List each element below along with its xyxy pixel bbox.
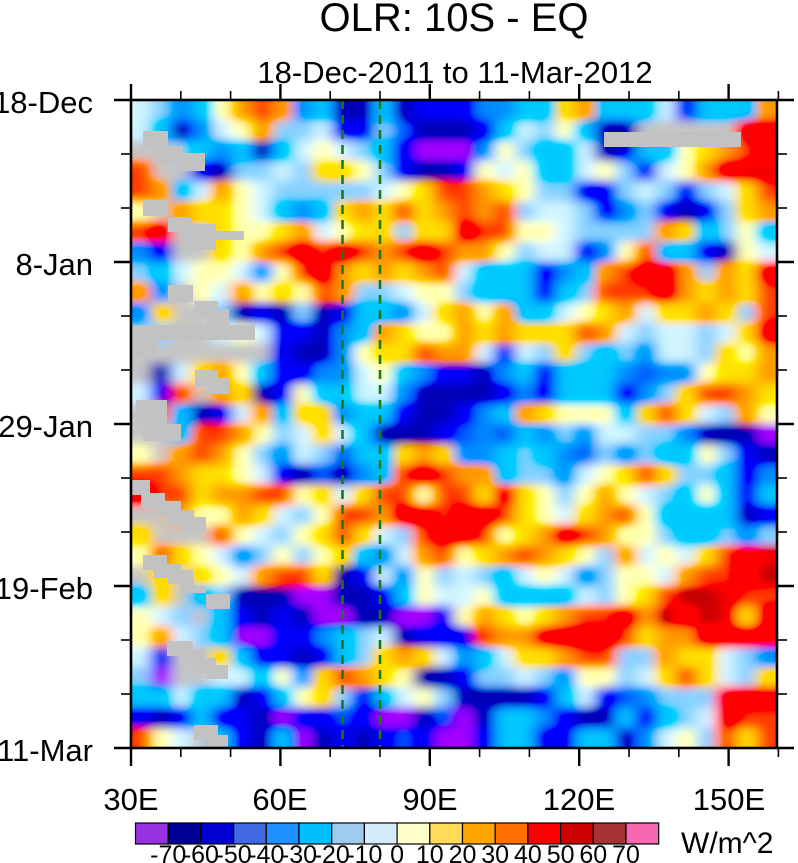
svg-text:20: 20 — [449, 841, 477, 863]
svg-text:150E: 150E — [693, 782, 765, 817]
svg-text:8-Jan: 8-Jan — [15, 247, 93, 282]
svg-text:29-Jan: 29-Jan — [0, 409, 93, 444]
svg-text:10: 10 — [416, 841, 444, 863]
svg-text:0: 0 — [390, 841, 404, 863]
svg-text:-50: -50 — [216, 841, 252, 863]
svg-text:-30: -30 — [281, 841, 317, 863]
svg-text:18-Dec: 18-Dec — [0, 85, 93, 120]
svg-text:W/m^2: W/m^2 — [681, 827, 773, 860]
svg-text:30E: 30E — [103, 782, 158, 817]
svg-text:18-Dec-2011 to 11-Mar-2012: 18-Dec-2011 to 11-Mar-2012 — [257, 55, 652, 90]
svg-text:70: 70 — [612, 841, 640, 863]
svg-text:-10: -10 — [346, 841, 382, 863]
svg-text:120E: 120E — [543, 782, 615, 817]
svg-text:60E: 60E — [252, 782, 307, 817]
svg-text:19-Feb: 19-Feb — [0, 571, 93, 606]
svg-text:11-Mar: 11-Mar — [0, 733, 93, 768]
svg-text:40: 40 — [514, 841, 542, 863]
svg-text:30: 30 — [481, 841, 509, 863]
svg-text:-60: -60 — [183, 841, 219, 863]
svg-text:90E: 90E — [402, 782, 457, 817]
svg-text:OLR: 10S - EQ: OLR: 10S - EQ — [320, 0, 589, 40]
svg-text:50: 50 — [547, 841, 575, 863]
svg-text:-70: -70 — [150, 841, 186, 863]
svg-text:60: 60 — [579, 841, 607, 863]
svg-text:-20: -20 — [314, 841, 350, 863]
svg-text:-40: -40 — [248, 841, 284, 863]
